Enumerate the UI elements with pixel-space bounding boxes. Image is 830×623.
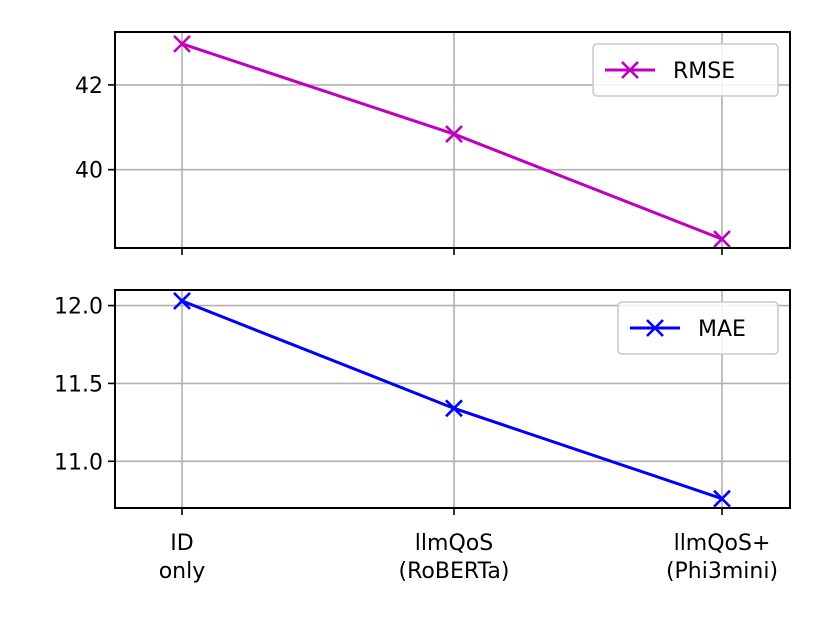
y-tick-label: 12.0 <box>54 295 103 320</box>
x-tick-label: llmQoS <box>415 531 493 556</box>
x-tick-label: llmQoS+ <box>674 531 771 556</box>
x-tick-labels: ID only llmQoS (RoBERTa) llmQoS+ (Phi3mini) <box>159 531 778 584</box>
axes-frame <box>114 31 791 249</box>
mae-panel: 11.0 11.5 12.0 MAE <box>54 289 791 515</box>
x-tick-label: only <box>159 559 206 584</box>
x-tick-label: (RoBERTa) <box>399 559 510 584</box>
y-tick-label: 40 <box>75 159 103 184</box>
data-point <box>713 489 731 508</box>
axes-frame <box>114 289 791 509</box>
data-point <box>713 230 731 249</box>
x-tick-label: ID <box>170 531 193 556</box>
legend-label: RMSE <box>673 59 735 84</box>
y-tick-label: 42 <box>75 74 103 99</box>
x-tick-label: (Phi3mini) <box>666 559 778 584</box>
data-point <box>173 34 191 53</box>
rmse-panel: 40 42 RMSE <box>75 31 791 255</box>
y-tick-label: 11.5 <box>54 372 103 397</box>
legend: RMSE <box>592 43 779 97</box>
data-point <box>173 291 191 310</box>
legend-label: MAE <box>698 317 746 342</box>
data-point <box>445 399 463 418</box>
legend-box <box>592 43 779 97</box>
legend-box <box>617 301 779 355</box>
y-tick-label: 11.0 <box>54 450 103 475</box>
legend: MAE <box>617 301 779 355</box>
data-point <box>445 125 463 143</box>
